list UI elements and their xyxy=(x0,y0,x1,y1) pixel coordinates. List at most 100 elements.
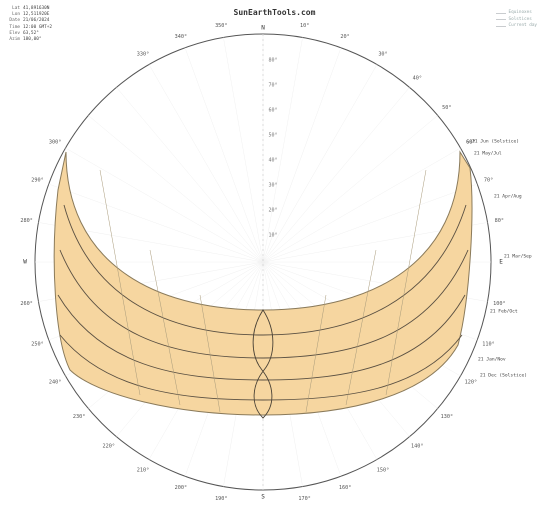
legend-item: Solstices xyxy=(495,16,537,24)
azimuth-label: 250° xyxy=(31,342,44,348)
azimuth-label: 80° xyxy=(495,218,504,224)
elevation-label: 50° xyxy=(268,133,277,139)
sun-path-curve xyxy=(63,204,467,336)
hour-line xyxy=(149,249,181,406)
east-label: E xyxy=(499,259,503,266)
azimuth-label: 190° xyxy=(215,496,228,502)
sun-path-date-label: 21 Jan/Nov xyxy=(478,357,506,363)
site-title: SunEarthTools.com xyxy=(233,8,316,17)
info-row-elevation: Elev 63,52° xyxy=(6,31,52,37)
azimuth-label: 150° xyxy=(377,467,390,473)
west-label: W xyxy=(23,259,27,266)
azimuth-gridline xyxy=(48,183,264,263)
sun-path-date-label: 21 Jun (Solstice) xyxy=(472,139,519,145)
azimuth-gridline xyxy=(65,147,264,263)
azimuth-label: 340° xyxy=(175,34,188,40)
legend-swatch xyxy=(495,19,506,21)
legend-label: Solstices xyxy=(508,16,532,22)
elevation-label: 80° xyxy=(268,58,277,64)
legend-item: Equinoxes xyxy=(495,10,537,17)
azimuth-gridline xyxy=(262,47,342,263)
info-key: Lat xyxy=(12,6,20,11)
azimuth-label: 280° xyxy=(20,218,33,224)
elevation-label: 40° xyxy=(268,158,277,164)
info-row-lon: Lon 12,511920E xyxy=(6,12,52,18)
azimuth-gridline xyxy=(262,183,478,263)
hour-line xyxy=(345,249,377,406)
azimuth-label: 220° xyxy=(102,443,115,449)
info-value: 12,511920E xyxy=(23,12,50,18)
legend-item: Current day xyxy=(495,23,537,30)
info-value: 41,891630N xyxy=(23,6,50,11)
info-key: Date xyxy=(9,18,20,24)
azimuth-label: 200° xyxy=(175,485,188,491)
hour-line xyxy=(99,169,141,396)
azimuth-gridline xyxy=(262,147,461,263)
elevation-label: 10° xyxy=(268,233,277,239)
north-label: N xyxy=(261,25,265,32)
elevation-label: 70° xyxy=(268,83,277,89)
azimuth-label: 70° xyxy=(484,177,493,183)
sun-path-date-label: 21 Dec (Solstice) xyxy=(480,373,527,379)
elevation-label: 60° xyxy=(268,108,277,114)
azimuth-gridline xyxy=(262,64,378,263)
sun-path-date-label: 21 Apr/Aug xyxy=(494,194,522,200)
azimuth-label: 60° xyxy=(466,140,475,146)
legend-swatch xyxy=(495,12,506,14)
azimuth-label: 130° xyxy=(441,414,454,420)
azimuth-label: 330° xyxy=(137,52,150,58)
azimuth-gridline xyxy=(262,115,438,263)
azimuth-label: 140° xyxy=(411,443,424,449)
info-key: Azim xyxy=(9,37,20,43)
info-value: 63,52° xyxy=(23,30,39,36)
azimuth-label: 10° xyxy=(300,23,309,29)
azimuth-gridline xyxy=(88,115,264,263)
legend-label: Equinoxes xyxy=(508,10,532,15)
azimuth-gridline xyxy=(184,47,264,263)
info-row-azimuth: Azim 180,00° xyxy=(6,37,52,43)
azimuth-label: 350° xyxy=(215,23,228,29)
azimuth-label: 230° xyxy=(73,414,86,420)
azimuth-gridline xyxy=(223,37,264,263)
hour-line xyxy=(385,169,427,396)
info-value: 180,00° xyxy=(23,37,42,43)
legend: Equinoxes Solstices Current day xyxy=(495,10,537,30)
azimuth-label: 120° xyxy=(465,380,478,386)
info-key: Lon xyxy=(12,12,20,18)
sun-path-date-label: 21 May/Jul xyxy=(474,151,502,157)
azimuth-label: 100° xyxy=(493,301,506,307)
sun-path-band xyxy=(53,150,473,416)
sun-path-date-label: 21 Mar/Sep xyxy=(504,254,532,260)
info-value: 12:00 GMT+2 xyxy=(23,24,53,30)
azimuth-label: 30° xyxy=(378,52,387,58)
azimuth-label: 50° xyxy=(442,105,451,111)
info-row-date: Date 21/06/2024 xyxy=(6,18,52,24)
south-label: S xyxy=(261,494,265,501)
hour-line xyxy=(199,294,221,413)
sun-path-curve xyxy=(59,334,463,401)
info-value: 21/06/2024 xyxy=(23,18,50,24)
location-info-panel: Lat 41,891630N Lon 12,511920E Date 21/06/20… xyxy=(6,6,52,43)
azimuth-label: 60° xyxy=(466,140,475,146)
azimuth-label: 110° xyxy=(482,342,495,348)
azimuth-label: 160° xyxy=(339,485,352,491)
azimuth-label: 290° xyxy=(31,177,44,183)
sun-path-curve xyxy=(59,249,469,359)
analemma-curve xyxy=(252,309,274,419)
sun-path-date-label: 21 Feb/Oct xyxy=(490,309,518,315)
legend-swatch xyxy=(495,25,506,27)
azimuth-gridline xyxy=(262,87,410,263)
azimuth-gridline xyxy=(262,37,303,263)
azimuth-gridline xyxy=(116,87,264,263)
info-row-lat: Lat 41,891630N xyxy=(6,6,52,12)
sun-path-curve xyxy=(57,294,466,381)
elevation-label: 20° xyxy=(268,208,277,214)
azimuth-label: 240° xyxy=(49,380,62,386)
azimuth-label: 40° xyxy=(413,76,422,82)
info-key: Time xyxy=(9,24,20,30)
hour-line xyxy=(305,294,327,413)
elevation-label: 30° xyxy=(268,183,277,189)
azimuth-label: 210° xyxy=(137,467,150,473)
